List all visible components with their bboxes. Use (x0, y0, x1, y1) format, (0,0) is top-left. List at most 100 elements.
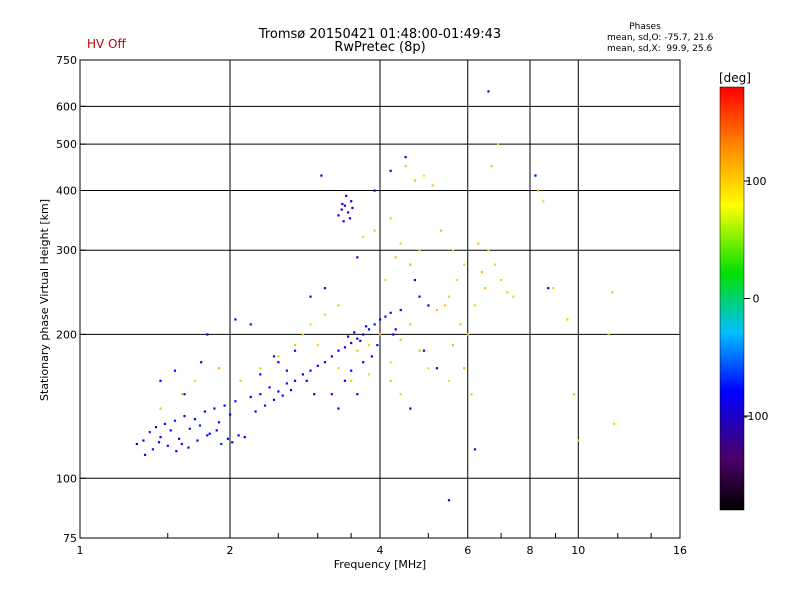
data-point-x (447, 295, 451, 298)
data-point-o (263, 404, 267, 407)
data-point-o (346, 335, 350, 338)
data-point-o (370, 355, 373, 358)
data-point-o (487, 90, 490, 93)
data-point-o (234, 318, 237, 321)
data-point-x (384, 278, 387, 282)
y-tick-label: 100 (56, 472, 77, 485)
data-point-x (451, 344, 455, 347)
data-point-x (356, 349, 359, 352)
data-point-o (409, 407, 412, 410)
data-point-o (183, 393, 186, 396)
data-point-o (394, 328, 397, 331)
data-point-x (552, 287, 555, 290)
data-point-x (159, 407, 162, 410)
data-point-x (337, 367, 340, 370)
x-tick-label: 16 (673, 544, 687, 557)
data-point-o (166, 444, 169, 447)
data-point-x (373, 229, 376, 232)
data-point-x (277, 355, 280, 358)
data-points (135, 90, 616, 502)
data-point-o (473, 448, 477, 451)
data-point-x (316, 344, 319, 347)
data-point-x (500, 278, 503, 282)
x-tick-label: 8 (527, 544, 534, 557)
data-point-o (217, 421, 221, 424)
data-point-x (473, 304, 477, 307)
y-axis-label: Stationary phase Virtual Height [km] (38, 199, 51, 401)
data-point-o (173, 419, 177, 422)
y-tick-label: 500 (56, 138, 77, 151)
data-point-x (480, 271, 483, 274)
data-point-o (330, 355, 333, 358)
data-point-x (435, 308, 438, 312)
data-point-o (356, 337, 359, 340)
data-point-o (365, 325, 368, 328)
data-point-o (362, 361, 365, 364)
data-point-x (323, 313, 327, 316)
data-point-o (330, 393, 333, 396)
data-point-o (413, 278, 417, 282)
hv-status-label: HV Off (87, 37, 126, 51)
x-tick-label: 10 (571, 544, 585, 557)
data-point-o (346, 211, 350, 214)
data-point-o (351, 206, 354, 210)
data-point-x (477, 242, 480, 245)
data-point-x (309, 323, 312, 326)
data-point-o (404, 156, 407, 159)
data-point-o (254, 410, 257, 413)
data-point-o (215, 429, 218, 432)
data-point-o (259, 373, 262, 376)
data-point-x (506, 291, 509, 294)
data-point-o (305, 379, 308, 382)
chart-subtitle: RwPretec (8p) (334, 40, 426, 55)
data-point-x (451, 249, 455, 252)
colorbar-label: [deg] (719, 71, 751, 85)
data-point-x (409, 263, 412, 266)
x-tick-label: 4 (377, 544, 384, 557)
data-point-x (443, 304, 447, 307)
data-point-x (455, 278, 458, 282)
data-point-o (373, 323, 376, 326)
data-point-o (301, 373, 305, 376)
y-tick-label: 300 (56, 244, 77, 257)
data-point-x (542, 200, 545, 203)
colorbar-tick-label: 100 (746, 175, 767, 188)
data-point-o (159, 379, 162, 382)
data-point-x (487, 249, 490, 252)
data-point-x (239, 379, 242, 382)
data-point-o (148, 430, 151, 434)
data-point-o (169, 429, 172, 432)
data-point-x (439, 229, 443, 232)
data-point-x (418, 249, 421, 252)
data-point-o (293, 349, 297, 352)
data-point-x (431, 184, 434, 187)
data-point-o (237, 434, 240, 437)
data-point-o (316, 364, 319, 367)
data-point-x (404, 165, 407, 168)
data-point-x (399, 338, 402, 341)
data-point-x (496, 143, 500, 146)
data-point-o (272, 355, 276, 358)
data-point-x (459, 323, 462, 326)
data-point-x (466, 333, 469, 336)
data-point-x (259, 367, 262, 370)
data-point-x (399, 393, 402, 396)
data-point-x (217, 367, 221, 370)
data-point-o (231, 441, 234, 444)
data-point-o (350, 341, 353, 345)
data-point-o (208, 432, 211, 435)
data-point-o (399, 308, 402, 312)
data-point-o (547, 287, 550, 290)
data-point-o (389, 311, 392, 314)
data-point-o (356, 256, 359, 259)
data-point-o (422, 349, 426, 352)
data-point-o (367, 328, 371, 331)
data-point-o (313, 393, 316, 396)
data-point-x (367, 344, 371, 347)
data-point-x (350, 379, 353, 382)
data-point-o (323, 287, 327, 290)
colorbar-ticks: 100 0 -100 (744, 175, 769, 423)
data-point-x (566, 318, 569, 321)
colorbar-tick-label: -100 (744, 410, 769, 423)
data-point-x (399, 242, 402, 245)
